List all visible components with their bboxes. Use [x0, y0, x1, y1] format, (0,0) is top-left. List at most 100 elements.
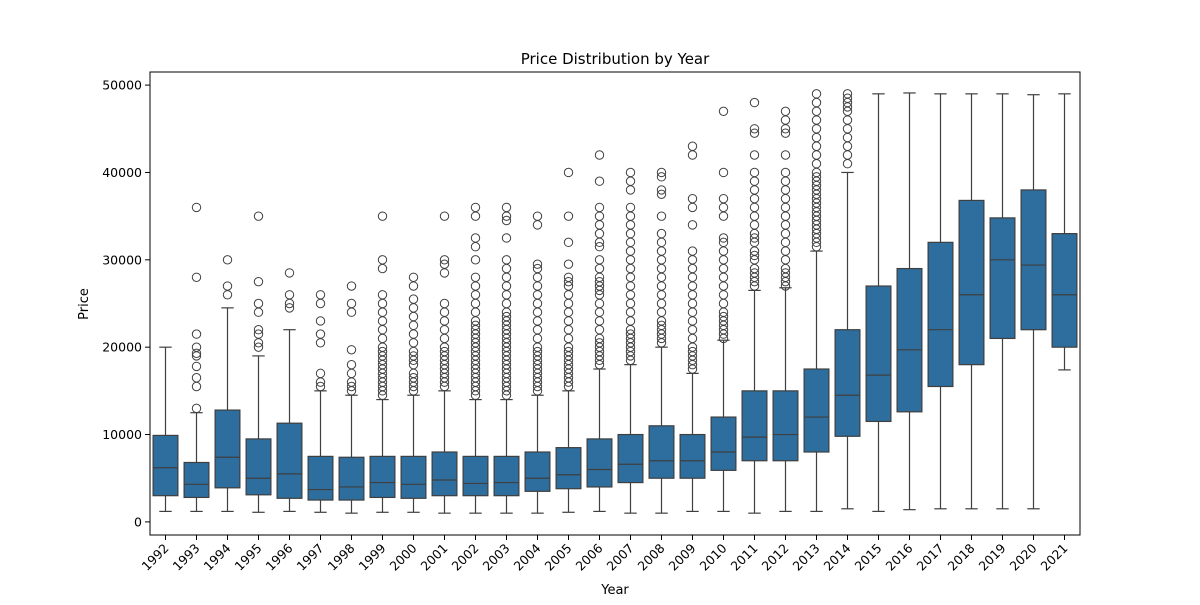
box-1994 — [214, 255, 241, 513]
outlier-point — [501, 202, 512, 213]
outlier-point — [439, 346, 450, 357]
box-iqr — [462, 455, 489, 497]
outlier-point — [253, 329, 264, 339]
outlier-point — [377, 346, 388, 357]
outlier-point — [594, 202, 605, 213]
outlier-point — [842, 93, 853, 103]
outlier-point — [470, 233, 481, 243]
box-iqr — [524, 451, 551, 492]
box-iqr — [617, 433, 644, 484]
outlier-point — [315, 381, 326, 392]
y-axis: 0 10000 20000 30000 40000 50000 — [102, 78, 150, 529]
box-1992 — [152, 346, 179, 513]
box-iqr — [245, 438, 272, 496]
box-2000 — [400, 272, 427, 513]
outlier-point — [253, 325, 264, 335]
outlier-point — [594, 276, 605, 287]
x-axis-label: Year — [600, 583, 629, 598]
box-2004 — [524, 211, 551, 514]
outlier-point — [315, 316, 326, 326]
box-1996 — [276, 268, 303, 513]
outlier-point — [749, 167, 760, 178]
y-tick-label: 0 — [134, 514, 142, 529]
outlier-point — [439, 298, 450, 309]
outlier-point — [408, 272, 419, 282]
outlier-point — [501, 233, 512, 243]
box-iqr — [834, 329, 861, 437]
outlier-point — [346, 281, 357, 291]
outlier-point — [687, 141, 698, 151]
outlier-point — [315, 329, 326, 339]
outlier-point — [439, 255, 450, 265]
outlier-point — [315, 290, 326, 300]
outlier-point — [191, 342, 202, 352]
box-2011 — [741, 97, 768, 514]
outlier-point — [563, 237, 574, 248]
outlier-point — [718, 237, 729, 248]
y-tick-label: 40000 — [102, 165, 142, 180]
outlier-point — [656, 320, 667, 331]
outlier-point — [718, 311, 729, 322]
box-iqr — [803, 368, 830, 453]
outlier-point — [718, 193, 729, 204]
plot-frame — [149, 71, 1081, 536]
outlier-point — [780, 106, 791, 117]
box-2007 — [617, 167, 644, 514]
outlier-point — [656, 172, 667, 182]
box-iqr — [493, 455, 520, 497]
y-tick-label: 50000 — [102, 78, 142, 93]
outlier-point — [191, 329, 202, 339]
outlier-point — [253, 342, 264, 352]
outlier-point — [718, 167, 729, 178]
outlier-point — [563, 167, 574, 178]
outlier-point — [749, 150, 760, 160]
outlier-point — [625, 202, 636, 213]
outlier-point — [749, 268, 760, 278]
box-2014 — [834, 89, 861, 510]
box-iqr — [958, 199, 985, 366]
y-tick-label: 20000 — [102, 340, 142, 355]
outlier-point — [191, 348, 202, 358]
outlier-point — [656, 185, 667, 195]
outlier-point — [687, 193, 698, 204]
outlier-point — [656, 167, 667, 178]
outlier-point — [470, 255, 481, 265]
box-iqr — [338, 456, 365, 501]
outlier-point — [842, 89, 853, 99]
outlier-point — [749, 250, 760, 261]
box-2017 — [927, 93, 954, 510]
box-2010 — [710, 106, 737, 513]
outlier-point — [532, 259, 543, 269]
outlier-point — [253, 298, 264, 309]
outlier-point — [501, 255, 512, 265]
outlier-point — [284, 290, 295, 300]
box-iqr — [369, 455, 396, 499]
outlier-point — [811, 89, 822, 99]
box-iqr — [1051, 233, 1078, 348]
box-2002 — [462, 202, 489, 514]
outlier-point — [749, 128, 760, 138]
outlier-point — [439, 259, 450, 269]
outlier-point — [532, 263, 543, 274]
outlier-point — [222, 281, 233, 291]
box-iqr — [710, 416, 737, 471]
outlier-point — [470, 202, 481, 213]
outlier-point — [625, 167, 636, 178]
box-2005 — [555, 167, 582, 513]
outlier-point — [594, 338, 605, 348]
chart-title: Price Distribution by Year — [521, 50, 710, 68]
outlier-point — [718, 106, 729, 117]
box-1998 — [338, 281, 365, 514]
box-iqr — [679, 433, 706, 479]
outlier-point — [253, 211, 264, 221]
box-iqr — [555, 447, 582, 490]
box-2003 — [493, 202, 520, 514]
outlier-point — [563, 272, 574, 282]
y-tick-label: 10000 — [102, 427, 142, 442]
box-iqr — [214, 409, 241, 489]
box-iqr — [276, 422, 303, 499]
outlier-point — [687, 246, 698, 256]
outlier-point — [191, 373, 202, 383]
outlier-point — [749, 124, 760, 134]
